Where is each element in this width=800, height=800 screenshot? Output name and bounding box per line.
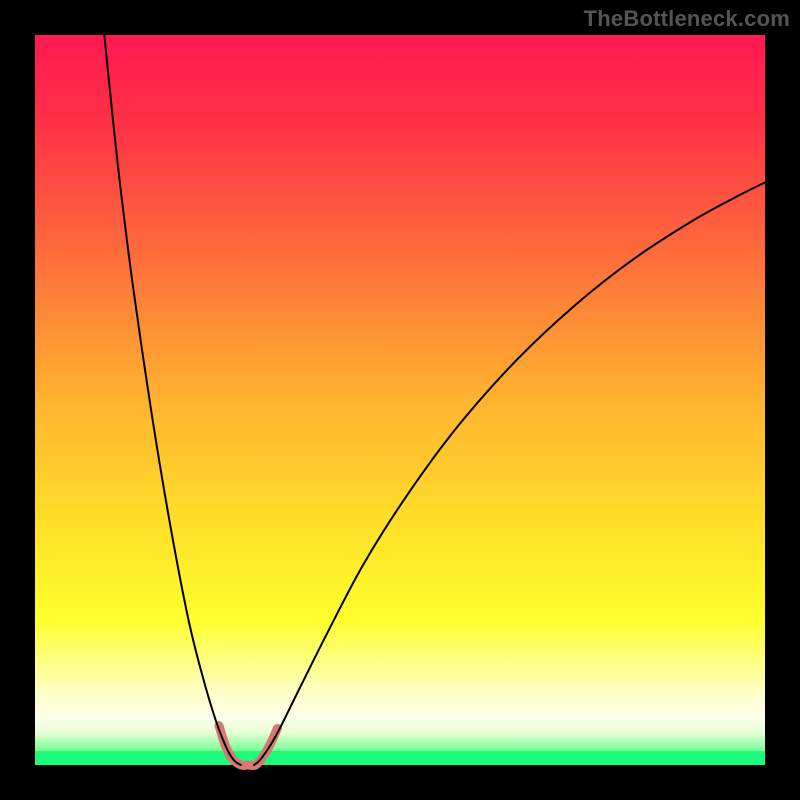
watermark-text: TheBottleneck.com [584, 6, 790, 32]
bottom-band [35, 751, 765, 765]
chart-svg [0, 0, 800, 800]
plot-background [35, 35, 765, 765]
chart-container: TheBottleneck.com [0, 0, 800, 800]
